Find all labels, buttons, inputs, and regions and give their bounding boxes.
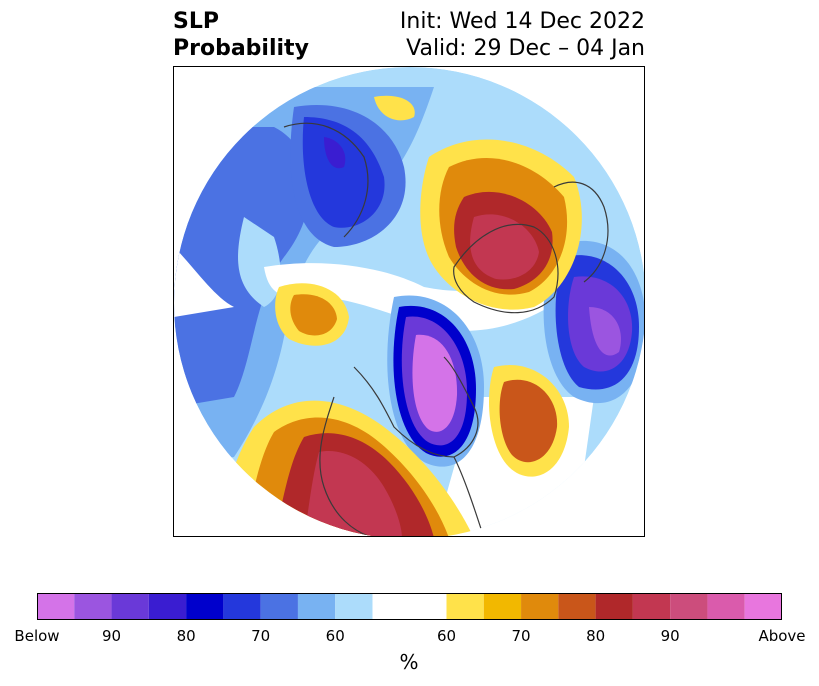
title-product: Probability (173, 36, 309, 61)
coast-asia (283, 122, 369, 238)
neutral-band-west (174, 247, 234, 317)
colorbar-tick-label: 90 (660, 627, 680, 645)
colorbar-segment (111, 593, 149, 620)
colorbar-tick-label: Below (14, 627, 60, 645)
map-panel (173, 66, 645, 537)
low-prob-north-2 (302, 117, 385, 228)
colorbar-segment (260, 593, 298, 620)
colorbar-segment (595, 593, 633, 620)
colorbar-segment (521, 593, 559, 620)
map-dates: Init: Wed 14 Dec 2022 Valid: 29 Dec – 04… (400, 8, 645, 62)
colorbar-tick-label: 80 (176, 627, 196, 645)
colorbar-segment (707, 593, 745, 620)
colorbar-segment (37, 593, 75, 620)
colorbar-segment (74, 593, 112, 620)
colorbar-segment (335, 593, 373, 620)
colorbar-segment (670, 593, 708, 620)
colorbar-segment (446, 593, 484, 620)
init-date: Init: Wed 14 Dec 2022 (399, 9, 645, 34)
colorbar-units: % (399, 650, 419, 674)
colorbar-segment (744, 593, 782, 620)
coastlines (283, 122, 609, 536)
coast-europe (553, 181, 609, 283)
colorbar (37, 593, 782, 620)
map-disk (174, 67, 644, 536)
colorbar-frame (37, 593, 782, 620)
coast-hudson (353, 356, 479, 458)
high-prob-ne-core (470, 214, 539, 280)
colorbar-segment (632, 593, 671, 620)
colorbar-tick-label: 60 (436, 627, 457, 645)
colorbar-segment (558, 593, 596, 620)
low-prob-east-4 (589, 307, 621, 356)
colorbar-tick-label: Above (758, 627, 806, 645)
colorbar-tick-label: 70 (251, 627, 271, 645)
high-prob-pacific-2 (290, 294, 337, 336)
map-title: SLP Probability (173, 8, 309, 62)
colorbar-tick-label: 70 (511, 627, 531, 645)
colorbar-segment (186, 593, 224, 620)
colorbar-segment (297, 593, 336, 620)
probability-map (174, 67, 644, 536)
colorbar-tick-label: 90 (102, 627, 122, 645)
coast-greenland (453, 223, 559, 314)
high-prob-south-core (304, 451, 402, 536)
colorbar-segment (372, 593, 447, 620)
high-prob-atlantic-2 (499, 379, 558, 463)
high-prob-north-patch (374, 95, 415, 121)
colorbar-tick-label: 60 (325, 627, 345, 645)
colorbar-segment (148, 593, 187, 620)
coast-west-na (319, 396, 375, 536)
colorbar-tick-label: 80 (586, 627, 606, 645)
low-prob-north-3 (324, 137, 346, 169)
colorbar-segment (223, 593, 261, 620)
valid-range: Valid: 29 Dec – 04 Jan (406, 36, 645, 61)
title-variable: SLP (173, 9, 219, 34)
colorbar-segment (483, 593, 522, 620)
